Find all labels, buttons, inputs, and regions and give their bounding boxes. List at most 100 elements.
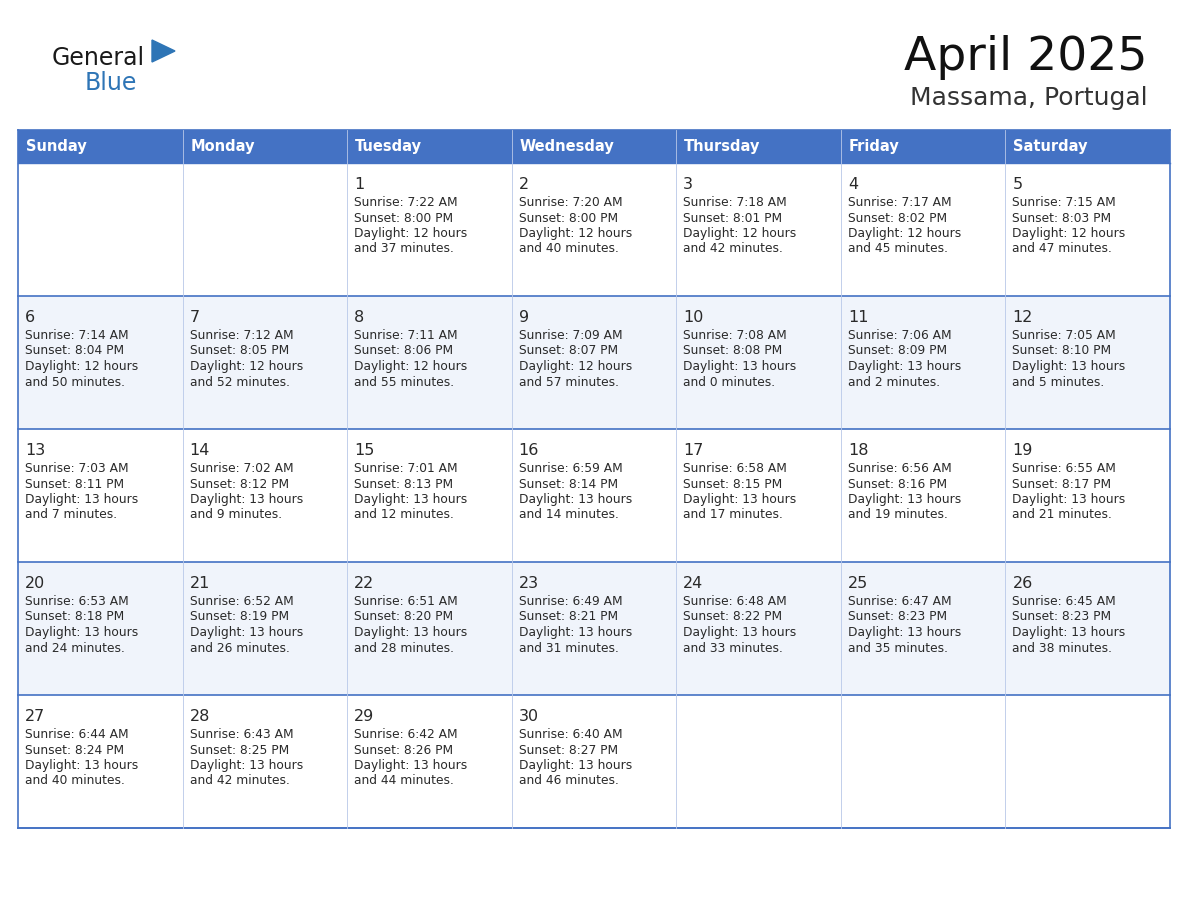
Text: and 40 minutes.: and 40 minutes.	[25, 775, 125, 788]
Text: Monday: Monday	[190, 139, 255, 154]
Text: Sunset: 8:17 PM: Sunset: 8:17 PM	[1012, 477, 1112, 490]
Text: 4: 4	[848, 177, 858, 192]
Text: Sunset: 8:23 PM: Sunset: 8:23 PM	[1012, 610, 1112, 623]
Text: and 17 minutes.: and 17 minutes.	[683, 509, 783, 521]
Text: and 52 minutes.: and 52 minutes.	[190, 375, 290, 388]
Text: and 14 minutes.: and 14 minutes.	[519, 509, 619, 521]
Text: 23: 23	[519, 576, 539, 591]
Text: and 26 minutes.: and 26 minutes.	[190, 642, 290, 655]
Text: 8: 8	[354, 310, 365, 325]
Text: 24: 24	[683, 576, 703, 591]
Text: Sunset: 8:08 PM: Sunset: 8:08 PM	[683, 344, 783, 357]
Text: and 33 minutes.: and 33 minutes.	[683, 642, 783, 655]
Text: Sunrise: 7:11 AM: Sunrise: 7:11 AM	[354, 329, 457, 342]
Text: Thursday: Thursday	[684, 139, 760, 154]
Text: Daylight: 12 hours: Daylight: 12 hours	[683, 227, 796, 240]
Text: Daylight: 13 hours: Daylight: 13 hours	[848, 360, 961, 373]
Text: and 46 minutes.: and 46 minutes.	[519, 775, 619, 788]
Text: and 35 minutes.: and 35 minutes.	[848, 642, 948, 655]
Text: 13: 13	[25, 443, 45, 458]
Text: 6: 6	[25, 310, 36, 325]
Text: Daylight: 13 hours: Daylight: 13 hours	[848, 493, 961, 506]
Text: Daylight: 13 hours: Daylight: 13 hours	[1012, 493, 1126, 506]
Text: Sunrise: 7:14 AM: Sunrise: 7:14 AM	[25, 329, 128, 342]
Bar	[18, 163, 1170, 296]
Text: Sunset: 8:18 PM: Sunset: 8:18 PM	[25, 610, 125, 623]
Text: Sunrise: 6:59 AM: Sunrise: 6:59 AM	[519, 462, 623, 475]
Text: Daylight: 13 hours: Daylight: 13 hours	[25, 626, 138, 639]
Text: Sunset: 8:20 PM: Sunset: 8:20 PM	[354, 610, 454, 623]
Text: 17: 17	[683, 443, 703, 458]
Text: and 24 minutes.: and 24 minutes.	[25, 642, 125, 655]
Text: 29: 29	[354, 709, 374, 724]
Text: and 21 minutes.: and 21 minutes.	[1012, 509, 1112, 521]
Text: Sunset: 8:00 PM: Sunset: 8:00 PM	[354, 211, 454, 225]
Text: Sunset: 8:06 PM: Sunset: 8:06 PM	[354, 344, 454, 357]
Text: Sunset: 8:26 PM: Sunset: 8:26 PM	[354, 744, 454, 756]
Text: Daylight: 12 hours: Daylight: 12 hours	[354, 227, 467, 240]
Text: 2: 2	[519, 177, 529, 192]
Text: Sunrise: 6:55 AM: Sunrise: 6:55 AM	[1012, 462, 1117, 475]
Text: and 2 minutes.: and 2 minutes.	[848, 375, 940, 388]
Text: Daylight: 12 hours: Daylight: 12 hours	[519, 227, 632, 240]
Text: and 37 minutes.: and 37 minutes.	[354, 242, 454, 255]
Text: Sunset: 8:02 PM: Sunset: 8:02 PM	[848, 211, 947, 225]
Text: Sunset: 8:25 PM: Sunset: 8:25 PM	[190, 744, 289, 756]
Bar	[183, 130, 347, 163]
Text: and 28 minutes.: and 28 minutes.	[354, 642, 454, 655]
Text: Sunrise: 6:47 AM: Sunrise: 6:47 AM	[848, 595, 952, 608]
Text: Daylight: 13 hours: Daylight: 13 hours	[519, 493, 632, 506]
Text: and 55 minutes.: and 55 minutes.	[354, 375, 454, 388]
Text: 1: 1	[354, 177, 365, 192]
Text: 18: 18	[848, 443, 868, 458]
Polygon shape	[152, 40, 175, 62]
Text: 3: 3	[683, 177, 694, 192]
Text: Sunrise: 7:08 AM: Sunrise: 7:08 AM	[683, 329, 786, 342]
Text: General: General	[52, 46, 145, 70]
Text: Sunset: 8:04 PM: Sunset: 8:04 PM	[25, 344, 124, 357]
Text: 10: 10	[683, 310, 703, 325]
Text: Daylight: 13 hours: Daylight: 13 hours	[683, 360, 796, 373]
Text: and 12 minutes.: and 12 minutes.	[354, 509, 454, 521]
Bar	[347, 130, 512, 163]
Text: Daylight: 12 hours: Daylight: 12 hours	[25, 360, 138, 373]
Text: Daylight: 12 hours: Daylight: 12 hours	[519, 360, 632, 373]
Text: Sunset: 8:22 PM: Sunset: 8:22 PM	[683, 610, 783, 623]
Text: and 38 minutes.: and 38 minutes.	[1012, 642, 1112, 655]
Text: Daylight: 13 hours: Daylight: 13 hours	[190, 493, 303, 506]
Text: Sunset: 8:13 PM: Sunset: 8:13 PM	[354, 477, 454, 490]
Text: 28: 28	[190, 709, 210, 724]
Text: Sunset: 8:05 PM: Sunset: 8:05 PM	[190, 344, 289, 357]
Bar	[18, 130, 183, 163]
Text: Sunrise: 6:49 AM: Sunrise: 6:49 AM	[519, 595, 623, 608]
Text: and 42 minutes.: and 42 minutes.	[683, 242, 783, 255]
Text: and 5 minutes.: and 5 minutes.	[1012, 375, 1105, 388]
Text: and 50 minutes.: and 50 minutes.	[25, 375, 125, 388]
Bar	[18, 695, 1170, 828]
Text: and 7 minutes.: and 7 minutes.	[25, 509, 118, 521]
Text: Sunset: 8:19 PM: Sunset: 8:19 PM	[190, 610, 289, 623]
Text: Sunset: 8:14 PM: Sunset: 8:14 PM	[519, 477, 618, 490]
Text: Sunrise: 6:43 AM: Sunrise: 6:43 AM	[190, 728, 293, 741]
Text: Daylight: 13 hours: Daylight: 13 hours	[190, 759, 303, 772]
Text: Daylight: 13 hours: Daylight: 13 hours	[354, 759, 467, 772]
Text: Sunset: 8:16 PM: Sunset: 8:16 PM	[848, 477, 947, 490]
Bar	[1005, 130, 1170, 163]
Text: Sunrise: 6:45 AM: Sunrise: 6:45 AM	[1012, 595, 1117, 608]
Text: Daylight: 13 hours: Daylight: 13 hours	[354, 493, 467, 506]
Text: Daylight: 13 hours: Daylight: 13 hours	[1012, 626, 1126, 639]
Text: 19: 19	[1012, 443, 1032, 458]
Text: and 19 minutes.: and 19 minutes.	[848, 509, 948, 521]
Text: Sunday: Sunday	[26, 139, 87, 154]
Text: Daylight: 13 hours: Daylight: 13 hours	[848, 626, 961, 639]
Text: Sunset: 8:24 PM: Sunset: 8:24 PM	[25, 744, 124, 756]
Bar	[18, 562, 1170, 695]
Text: Sunset: 8:10 PM: Sunset: 8:10 PM	[1012, 344, 1112, 357]
Text: Sunrise: 7:05 AM: Sunrise: 7:05 AM	[1012, 329, 1117, 342]
Text: 27: 27	[25, 709, 45, 724]
Text: Saturday: Saturday	[1013, 139, 1088, 154]
Text: Sunset: 8:07 PM: Sunset: 8:07 PM	[519, 344, 618, 357]
Text: and 9 minutes.: and 9 minutes.	[190, 509, 282, 521]
Text: Sunrise: 7:02 AM: Sunrise: 7:02 AM	[190, 462, 293, 475]
Text: Daylight: 12 hours: Daylight: 12 hours	[848, 227, 961, 240]
